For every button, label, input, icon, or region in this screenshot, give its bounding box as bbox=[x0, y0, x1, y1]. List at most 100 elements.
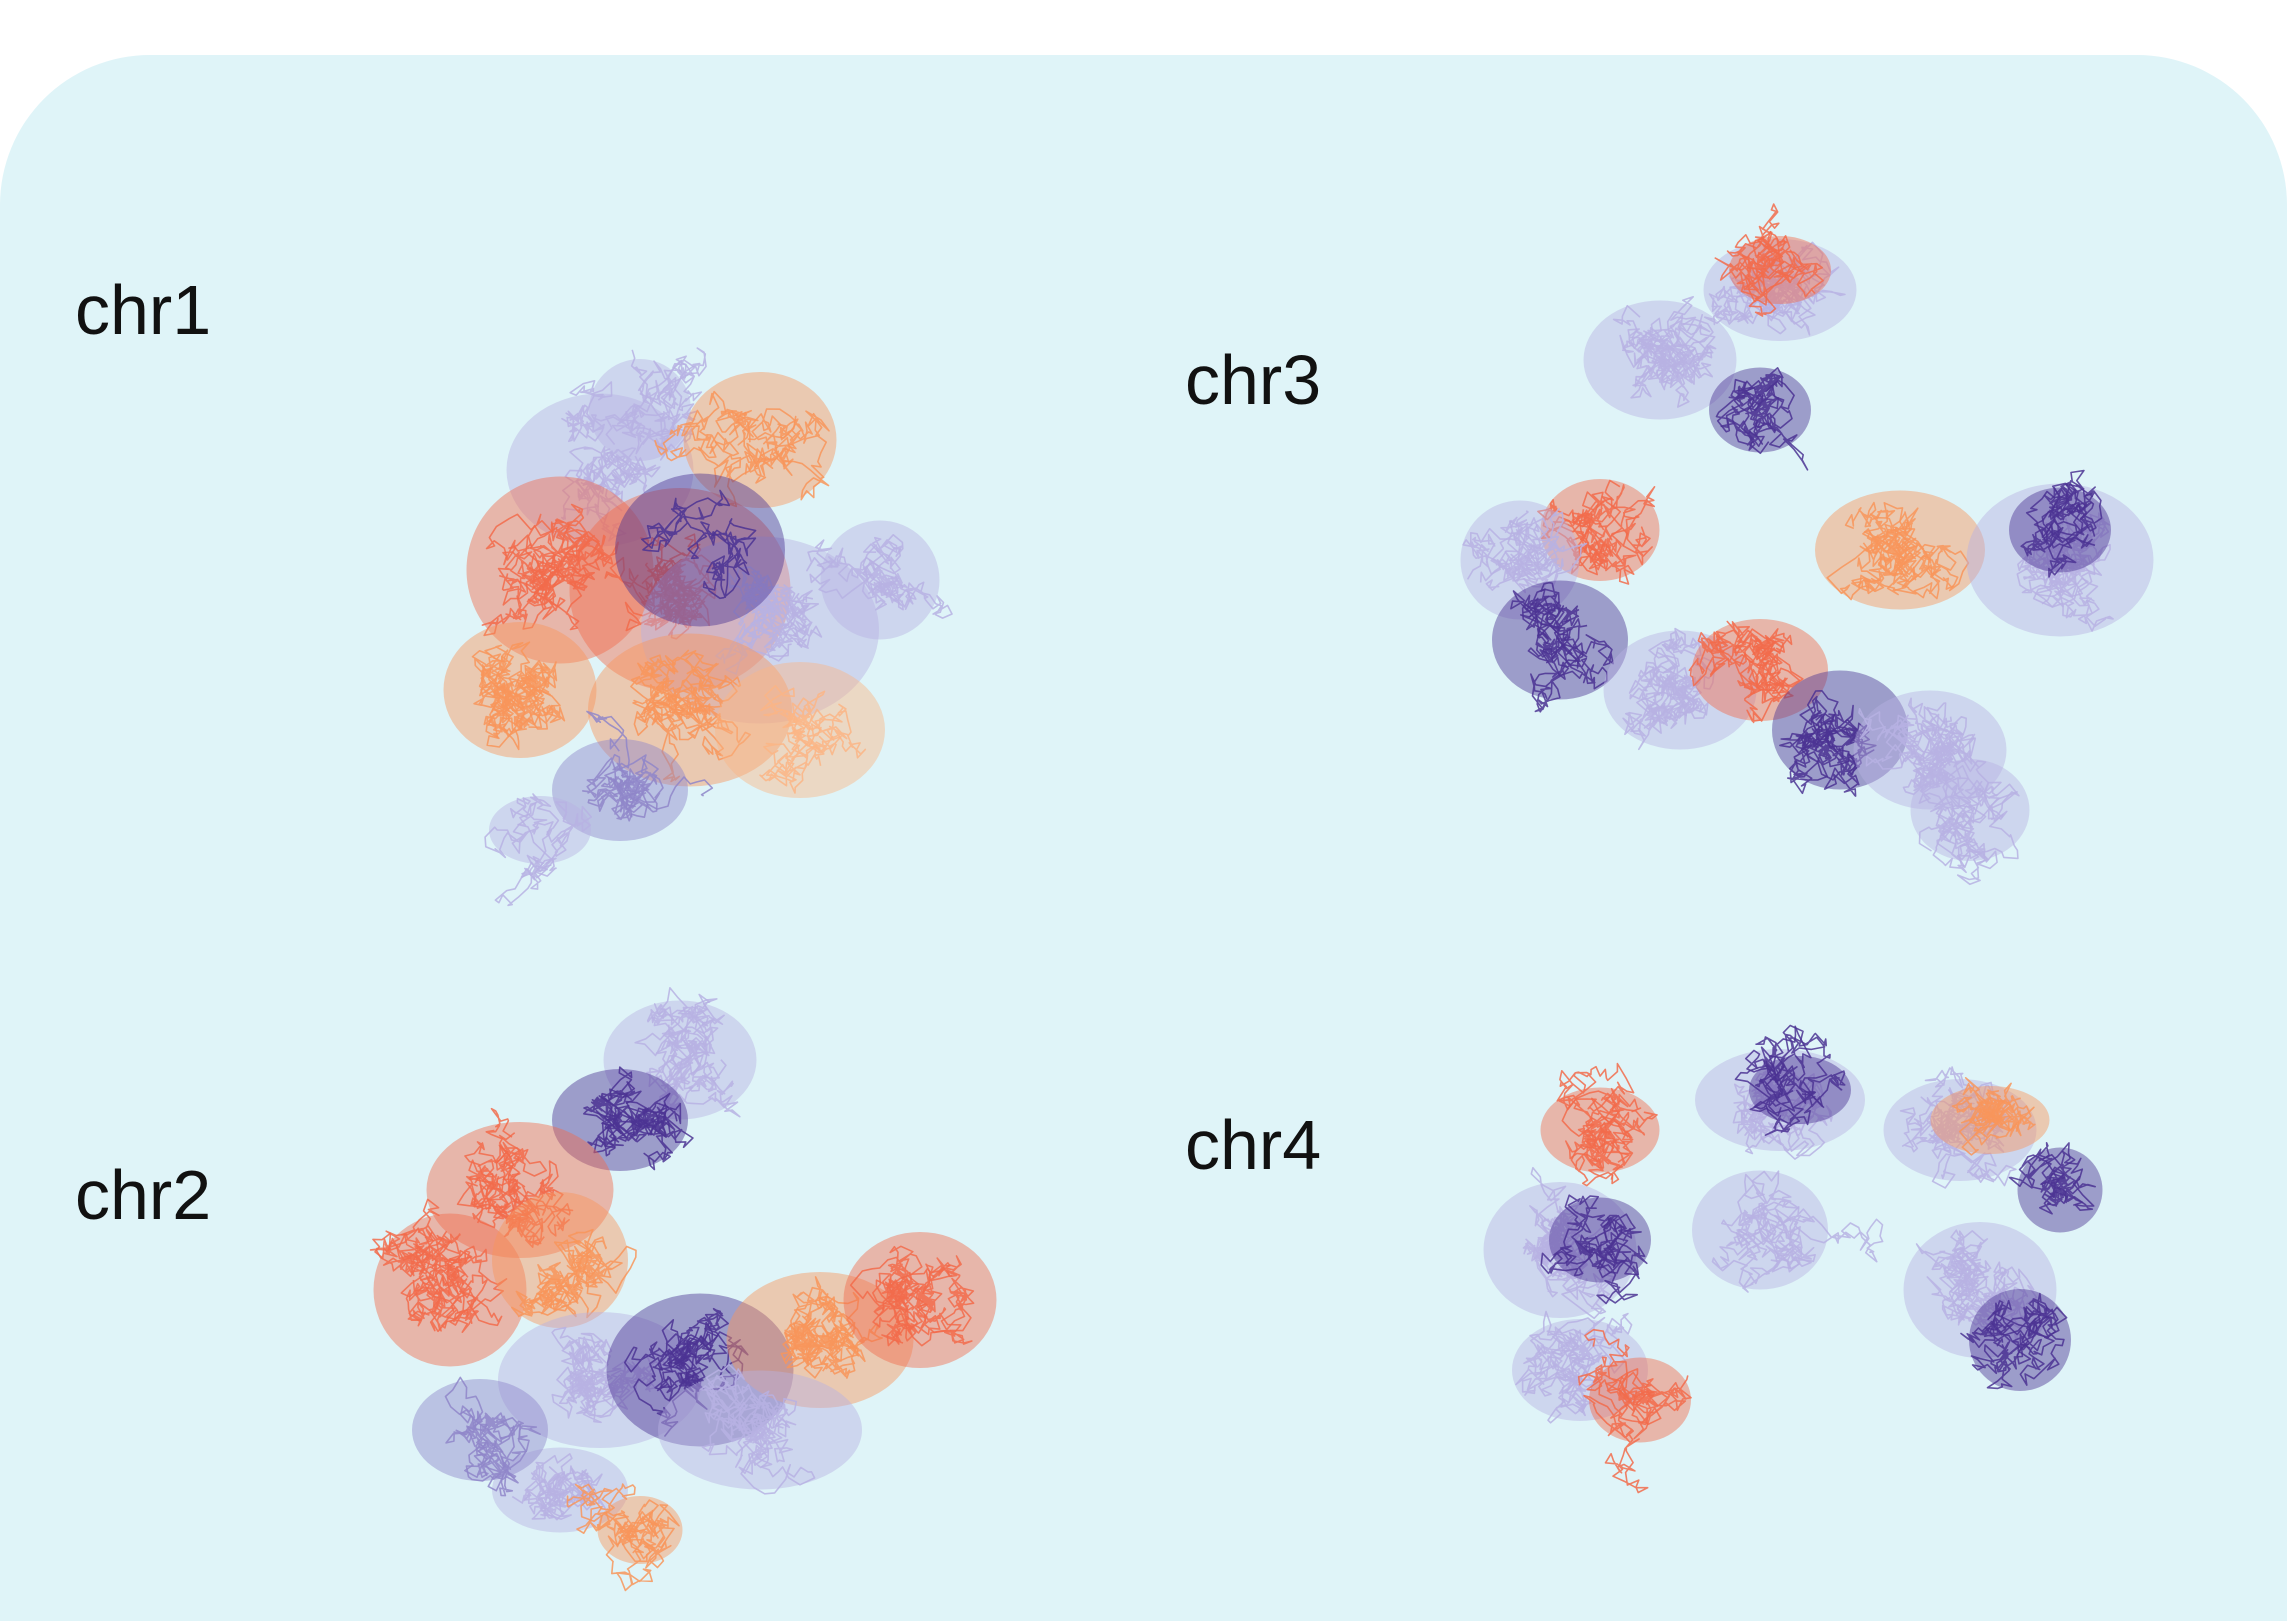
polymer-strand bbox=[1621, 334, 1690, 408]
polymer-strand bbox=[405, 1245, 508, 1333]
polymer-strand bbox=[472, 1145, 559, 1229]
polymer-strand bbox=[654, 1319, 725, 1410]
polymer-strand bbox=[1733, 241, 1846, 336]
polymer-strand bbox=[641, 489, 731, 560]
polymer-strand bbox=[494, 793, 593, 907]
polymer-strand bbox=[640, 668, 742, 726]
polymer-strand bbox=[1956, 1261, 2038, 1330]
polymer-strand bbox=[646, 993, 711, 1107]
polymer-strand bbox=[1951, 1082, 2035, 1136]
polymer-strand bbox=[849, 1245, 923, 1331]
polymer-strand bbox=[1462, 527, 1564, 588]
chr4-label: chr4 bbox=[1185, 1106, 1322, 1184]
blob-fill bbox=[603, 1000, 757, 1120]
polymer-strand bbox=[462, 1411, 515, 1478]
polymer-strand bbox=[654, 390, 759, 462]
polymer-strand bbox=[499, 661, 566, 738]
chromosome-structures bbox=[369, 203, 2154, 1592]
blob-fill bbox=[426, 1122, 614, 1258]
chromosome-panel: chr1 chr2 chr3 chr4 bbox=[0, 55, 2287, 1621]
polymer-strand bbox=[727, 1404, 816, 1495]
polymer-strand bbox=[1733, 628, 1804, 704]
polymer-strand bbox=[444, 1376, 541, 1497]
polymer-strand bbox=[760, 684, 867, 759]
polymer-strand bbox=[1510, 581, 1608, 690]
polymer-strand bbox=[809, 556, 917, 611]
chr3-structure bbox=[1460, 203, 2154, 886]
polymer-strand bbox=[581, 447, 647, 498]
polymer-strand bbox=[1529, 1310, 1605, 1395]
polymer-strand bbox=[1918, 784, 1998, 874]
polymer-strand bbox=[872, 1277, 973, 1345]
polymer-strand bbox=[1745, 1024, 1831, 1109]
polymer-strand bbox=[369, 1227, 451, 1278]
polymer-strand bbox=[1858, 528, 1919, 595]
polymer-strand bbox=[1984, 1299, 2068, 1386]
chr2-label: chr2 bbox=[75, 1156, 212, 1234]
polymer-strand bbox=[740, 570, 819, 640]
polymer-strand bbox=[485, 513, 600, 596]
polymer-strand bbox=[1553, 1217, 1648, 1276]
polymer-strand bbox=[698, 408, 774, 508]
polymer-strand bbox=[576, 1506, 672, 1569]
polymer-strand bbox=[644, 649, 738, 712]
polymer-strand bbox=[1902, 733, 2001, 828]
polymer-strand bbox=[1714, 231, 1805, 306]
polymer-strand bbox=[561, 1343, 605, 1424]
polymer-strand bbox=[1715, 367, 1784, 433]
polymer-strand bbox=[658, 1015, 741, 1118]
polymer-strand bbox=[862, 534, 953, 619]
polymer-strand bbox=[1530, 618, 1614, 713]
polymer-strand bbox=[1844, 501, 1932, 576]
polymer-strand bbox=[605, 1504, 680, 1592]
polymer-strand bbox=[1930, 1089, 2017, 1187]
chr1-label: chr1 bbox=[75, 271, 212, 349]
polymer-strand bbox=[1560, 479, 1621, 571]
polymer-strand bbox=[655, 1032, 727, 1112]
polymer-strand bbox=[1734, 1025, 1816, 1117]
polymer-strand bbox=[1939, 1251, 1992, 1324]
polymer-strand bbox=[1605, 1368, 1692, 1440]
polymer-strand bbox=[1969, 1095, 2036, 1146]
polymer-strand bbox=[1612, 304, 1711, 388]
polymer-strand bbox=[1740, 236, 1824, 317]
polymer-strand bbox=[484, 644, 545, 724]
polymer-strand bbox=[785, 1299, 859, 1379]
polymer-strand bbox=[1630, 638, 1695, 734]
polymer-strand bbox=[2008, 1142, 2095, 1215]
polymer-strand bbox=[1521, 588, 1580, 650]
polymer-strand bbox=[907, 1255, 975, 1347]
polymer-strand bbox=[630, 654, 682, 736]
polymer-strand bbox=[1490, 510, 1540, 582]
polymer-strand bbox=[1520, 597, 1584, 679]
polymer-strand bbox=[1577, 1328, 1662, 1426]
polymer-strand bbox=[456, 1179, 574, 1245]
polymer-strand bbox=[759, 727, 825, 794]
polymer-strand bbox=[538, 534, 619, 591]
polymer-strand bbox=[639, 534, 698, 626]
polymer-strand bbox=[511, 1261, 572, 1318]
blob-fill bbox=[443, 622, 597, 758]
polymer-strand bbox=[1540, 1194, 1642, 1277]
polymer-strand bbox=[561, 455, 661, 521]
polymer-strand bbox=[737, 408, 797, 477]
polymer-strand bbox=[598, 1081, 694, 1171]
polymer-strand bbox=[470, 1183, 571, 1248]
polymer-strand bbox=[471, 641, 543, 739]
polymer-strand bbox=[526, 1228, 603, 1319]
polymer-strand bbox=[2032, 537, 2114, 632]
polymer-strand bbox=[1779, 719, 1850, 795]
polymer-strand bbox=[1721, 1173, 1792, 1248]
polymer-strand bbox=[1583, 1372, 1659, 1494]
polymer-strand bbox=[1658, 296, 1717, 379]
polymer-strand bbox=[1737, 1170, 1816, 1273]
polymer-strand bbox=[2020, 490, 2096, 557]
polymer-strand bbox=[1688, 628, 1794, 699]
polymer-strand bbox=[524, 1465, 592, 1520]
polymer-strand bbox=[619, 347, 707, 453]
polymer-strand bbox=[782, 690, 842, 756]
polymer-strand bbox=[1556, 1062, 1635, 1146]
polymer-strand bbox=[612, 758, 659, 813]
polymer-strand bbox=[715, 617, 808, 675]
polymer-strand bbox=[547, 503, 605, 571]
